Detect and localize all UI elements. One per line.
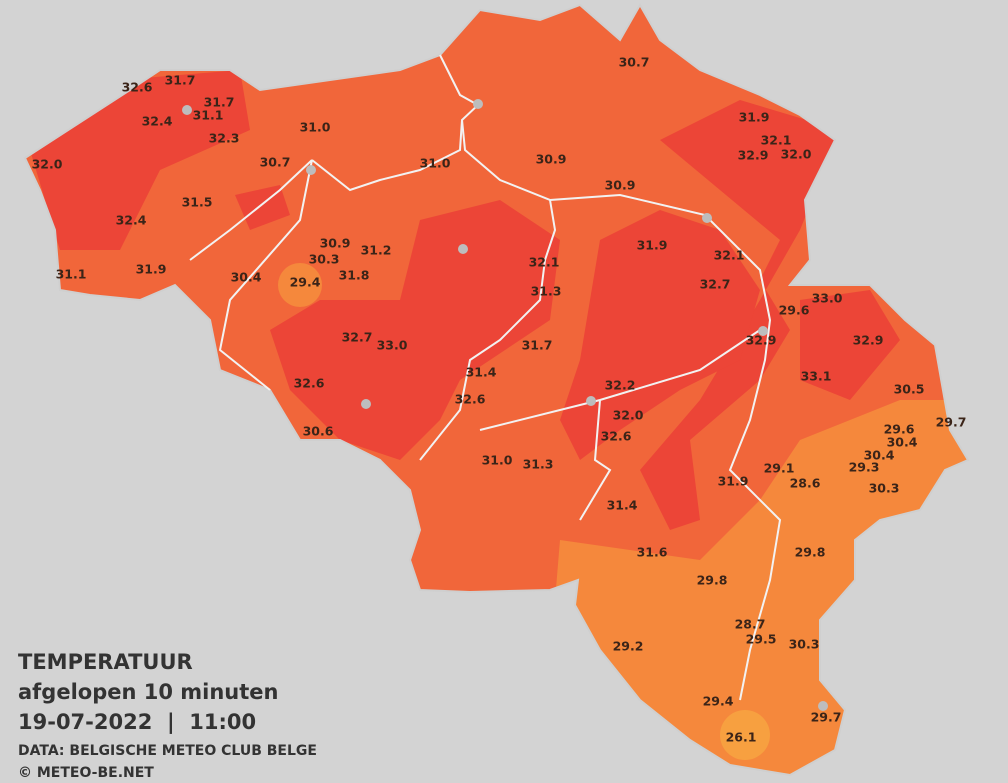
station-temperature: 31.9 <box>718 474 749 489</box>
station-temperature: 32.9 <box>738 148 769 163</box>
station-temperature: 33.1 <box>801 369 832 384</box>
station-temperature: 32.6 <box>294 376 325 391</box>
station-temperature: 31.5 <box>182 195 213 210</box>
station-temperature: 29.4 <box>703 694 734 709</box>
station-temperature: 29.6 <box>779 303 810 318</box>
station-temperature: 31.7 <box>522 338 553 353</box>
datetime: 19-07-2022 | 11:00 <box>18 710 257 734</box>
station-temperature: 29.8 <box>697 573 728 588</box>
station-temperature: 32.4 <box>142 114 173 129</box>
subtitle: afgelopen 10 minuten <box>18 680 279 704</box>
station-temperature: 30.9 <box>320 236 351 251</box>
station-temperature: 29.5 <box>746 632 777 647</box>
station-temperature: 30.9 <box>605 178 636 193</box>
station-temperature: 32.9 <box>746 333 777 348</box>
station-temperature: 30.7 <box>619 55 650 70</box>
station-temperature: 32.1 <box>529 255 560 270</box>
station-temperature: 30.3 <box>869 481 900 496</box>
station-temperature: 31.9 <box>136 262 167 277</box>
station-temperature: 29.3 <box>849 460 880 475</box>
cities <box>182 99 828 711</box>
station-temperature: 31.9 <box>739 110 770 125</box>
station-temperature: 30.4 <box>231 270 262 285</box>
station-temperature: 31.4 <box>466 365 497 380</box>
station-temperature: 31.3 <box>531 284 562 299</box>
source: DATA: BELGISCHE METEO CLUB BELGE <box>18 743 317 759</box>
station-temperature: 32.1 <box>714 248 745 263</box>
station-temperature: 29.2 <box>613 639 644 654</box>
station-temperature: 30.4 <box>887 435 918 450</box>
copyright: © METEO-BE.NET <box>18 765 154 781</box>
station-temperature: 32.1 <box>761 133 792 148</box>
station-temperature: 31.0 <box>482 453 513 468</box>
station-temperature: 30.5 <box>894 382 925 397</box>
station-temperature: 29.1 <box>764 461 795 476</box>
station-temperature: 32.0 <box>32 157 63 172</box>
station-temperature: 30.4 <box>864 448 895 463</box>
station-temperature: 32.0 <box>781 147 812 162</box>
station-temperature: 29.7 <box>936 415 967 430</box>
station-temperature: 32.6 <box>601 429 632 444</box>
station-temperature: 31.4 <box>607 498 638 513</box>
station-temperature: 32.6 <box>455 392 486 407</box>
station-temperature: 31.1 <box>56 267 87 282</box>
station-temperature: 30.6 <box>303 424 334 439</box>
station-temperature: 28.7 <box>735 617 766 632</box>
station-temperature: 30.9 <box>536 152 567 167</box>
station-temperature: 32.7 <box>342 330 373 345</box>
station-temperature: 31.6 <box>637 545 668 560</box>
station-temperature: 33.0 <box>377 338 408 353</box>
station-temperature: 32.7 <box>700 277 731 292</box>
title: TEMPERATUUR <box>18 650 193 674</box>
station-temperature: 31.0 <box>300 120 331 135</box>
station-temperature: 31.7 <box>204 95 235 110</box>
station-temperature: 32.0 <box>613 408 644 423</box>
station-temperature: 31.9 <box>637 238 668 253</box>
station-temperature: 29.6 <box>884 422 915 437</box>
station-temperature: 30.3 <box>309 252 340 267</box>
station-temperature: 26.1 <box>726 730 757 745</box>
station-temperature: 32.9 <box>853 333 884 348</box>
station-temperature: 32.2 <box>605 378 636 393</box>
station-temperature: 31.8 <box>339 268 370 283</box>
station-labels: 32.6 31.731.731.132.432.331.032.0 30.7 31.0… <box>32 55 967 745</box>
station-temperature: 32.6 <box>122 80 153 95</box>
station-temperature: 31.7 <box>165 73 196 88</box>
station-temperature: 29.8 <box>795 545 826 560</box>
station-temperature: 33.0 <box>812 291 843 306</box>
station-temperature: 31.1 <box>193 108 224 123</box>
station-temperature: 29.7 <box>811 710 842 725</box>
station-temperature: 29.4 <box>290 275 321 290</box>
station-temperature: 31.3 <box>523 457 554 472</box>
province-borders <box>189 54 782 701</box>
station-temperature: 30.7 <box>260 155 291 170</box>
station-temperature: 30.3 <box>789 637 820 652</box>
station-temperature: 32.4 <box>116 213 147 228</box>
station-temperature: 32.3 <box>209 131 240 146</box>
station-temperature: 28.6 <box>790 476 821 491</box>
station-temperature: 31.0 <box>420 156 451 171</box>
station-temperature: 31.2 <box>361 243 392 258</box>
